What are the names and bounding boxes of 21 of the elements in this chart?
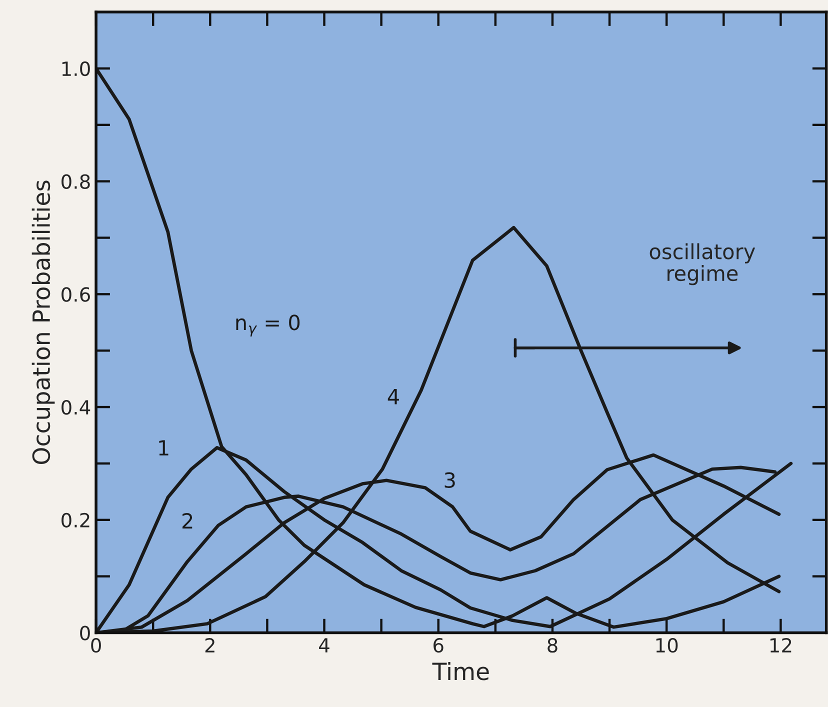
x-tick-label: 0	[91, 638, 101, 653]
series-label: 2	[182, 513, 192, 529]
x-tick-label: 10	[656, 638, 678, 653]
x-tick-label: 12	[770, 638, 792, 652]
x-tick-label: 4	[319, 638, 330, 652]
y-axis-title: Occupation Probabilities	[32, 180, 55, 464]
y-tick-label: 0	[80, 626, 90, 640]
x-tick-label: 8	[548, 638, 558, 653]
annotation: oscillatory regime	[650, 243, 756, 286]
y-tick-label: 0.6	[62, 287, 90, 302]
y-tick-label: 1.0	[62, 61, 90, 76]
x-tick-label: 2	[205, 638, 214, 652]
series-label: 4	[388, 389, 399, 404]
y-tick-label: 0.2	[62, 512, 90, 528]
series-label: 3	[444, 472, 455, 488]
y-tick-label: 0.4	[62, 400, 90, 415]
x-axis-title: Time	[432, 662, 489, 680]
x-tick-label: 6	[434, 638, 444, 653]
series-label: 1	[159, 440, 168, 456]
y-tick-label: 0.8	[62, 174, 90, 189]
text: n$_{γ}$ = 0	[236, 314, 300, 336]
